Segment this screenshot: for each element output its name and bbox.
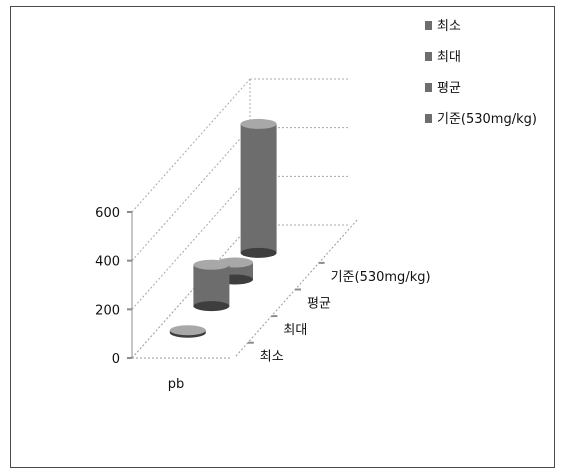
y-tick-label-0: 0 bbox=[112, 352, 120, 367]
depth-axis-right bbox=[235, 218, 359, 357]
bar-base-3 bbox=[240, 247, 277, 258]
bar-top-0 bbox=[169, 325, 206, 336]
bar-body-1 bbox=[193, 264, 230, 307]
gridline-side-400 bbox=[131, 127, 251, 261]
x-category-label: pb bbox=[168, 377, 185, 392]
y-tick-label-200: 200 bbox=[95, 303, 120, 318]
depth-tick-label-3: 기준(530mg/kg) bbox=[331, 270, 431, 285]
legend-label-3: 기준(530mg/kg) bbox=[437, 112, 537, 127]
depth-tick-label-2: 평균 bbox=[307, 297, 331, 312]
bar-top-1 bbox=[193, 259, 230, 270]
bar-body-3 bbox=[240, 123, 277, 253]
legend-swatch-2 bbox=[425, 83, 432, 92]
bar-base-1 bbox=[193, 301, 230, 312]
legend-label-1: 최대 bbox=[437, 50, 461, 65]
y-tick-label-600: 600 bbox=[95, 206, 120, 221]
legend-swatch-1 bbox=[425, 52, 432, 61]
depth-tick-label-0: 최소 bbox=[260, 350, 284, 365]
gridline-side-600 bbox=[131, 78, 251, 213]
depth-tick-label-1: 최대 bbox=[283, 323, 307, 338]
y-tick-label-400: 400 bbox=[95, 255, 120, 270]
legend-swatch-0 bbox=[425, 21, 432, 30]
legend-swatch-3 bbox=[425, 114, 432, 123]
gridline-side-200 bbox=[131, 176, 251, 310]
bar-top-3 bbox=[240, 118, 277, 129]
chart-frame bbox=[10, 6, 555, 468]
gridline-side-0 bbox=[131, 224, 251, 359]
legend-label-2: 평균 bbox=[437, 81, 461, 96]
legend-label-0: 최소 bbox=[437, 19, 461, 34]
